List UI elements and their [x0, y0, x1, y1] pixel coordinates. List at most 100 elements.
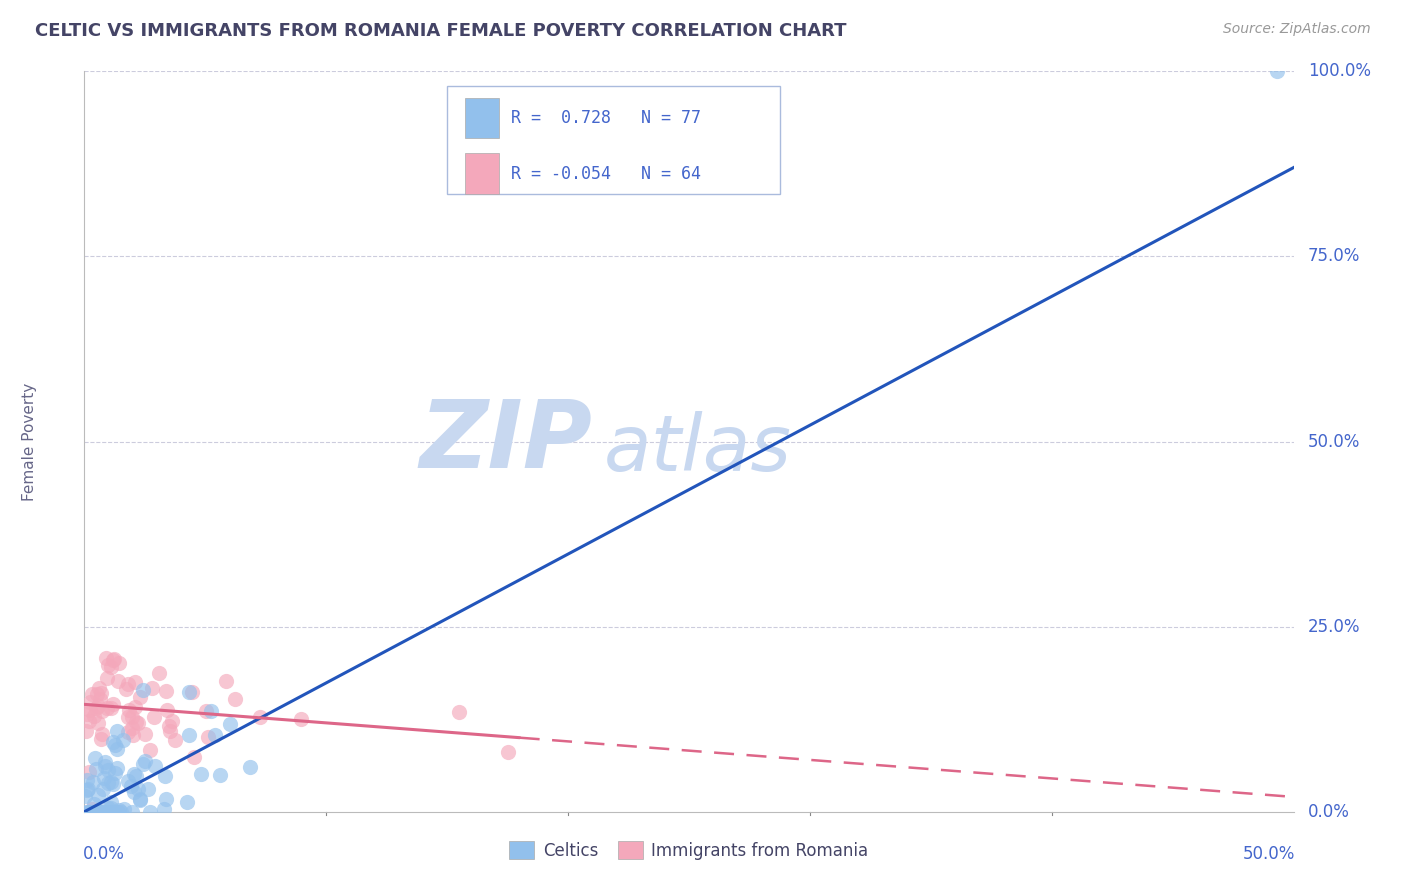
- Point: [87, 788, 110, 802]
- Point: [125, 715, 148, 730]
- Point: [79, 805, 101, 819]
- Text: R =  0.728   N = 77: R = 0.728 N = 77: [512, 109, 702, 127]
- Point: [83, 708, 105, 723]
- Point: [79, 805, 101, 819]
- Point: [100, 801, 122, 815]
- Text: atlas: atlas: [605, 411, 792, 487]
- Point: [107, 673, 129, 688]
- Point: [112, 732, 135, 747]
- Text: 25.0%: 25.0%: [1308, 617, 1361, 636]
- Bar: [465, 97, 499, 138]
- Point: [141, 681, 163, 695]
- Point: [93, 756, 115, 770]
- Point: [91, 705, 114, 719]
- Point: [97, 776, 120, 790]
- Point: [84, 805, 107, 819]
- Point: [79, 695, 101, 709]
- Point: [91, 726, 114, 740]
- Point: [160, 714, 183, 728]
- Point: [177, 728, 200, 742]
- Point: [190, 767, 212, 781]
- Point: [96, 701, 118, 715]
- Point: [143, 758, 166, 772]
- Point: [87, 805, 110, 819]
- Text: 50.0%: 50.0%: [1243, 845, 1295, 863]
- Point: [94, 651, 117, 665]
- Point: [1265, 64, 1288, 78]
- Point: [249, 710, 271, 724]
- Point: [224, 692, 246, 706]
- Point: [97, 764, 120, 778]
- Point: [157, 719, 180, 733]
- Point: [183, 750, 205, 764]
- Point: [117, 725, 139, 739]
- Point: [108, 803, 131, 817]
- Point: [101, 805, 124, 819]
- Point: [98, 805, 121, 819]
- Point: [103, 738, 125, 752]
- Point: [142, 710, 165, 724]
- Point: [121, 709, 143, 723]
- Text: 75.0%: 75.0%: [1308, 247, 1361, 266]
- Point: [108, 656, 131, 670]
- Point: [94, 759, 117, 773]
- Point: [84, 762, 107, 776]
- Point: [181, 685, 204, 699]
- Point: [155, 684, 177, 698]
- Point: [239, 760, 262, 774]
- Point: [155, 792, 177, 806]
- Point: [84, 701, 107, 715]
- Point: [87, 715, 110, 730]
- Point: [121, 805, 143, 819]
- Point: [127, 782, 149, 797]
- Point: [176, 795, 198, 809]
- Point: [208, 768, 231, 782]
- Point: [129, 792, 152, 806]
- Point: [87, 698, 110, 713]
- Point: [97, 805, 120, 819]
- Point: [107, 805, 129, 819]
- Point: [83, 797, 105, 812]
- Point: [93, 805, 115, 819]
- Text: 50.0%: 50.0%: [1308, 433, 1361, 450]
- Point: [139, 743, 162, 757]
- Text: Female Poverty: Female Poverty: [22, 383, 38, 500]
- FancyBboxPatch shape: [447, 87, 780, 194]
- Point: [165, 732, 187, 747]
- Point: [117, 710, 139, 724]
- Point: [100, 795, 122, 809]
- Point: [90, 805, 112, 819]
- Point: [90, 732, 112, 747]
- Point: [132, 682, 155, 697]
- Point: [120, 779, 142, 793]
- Text: R = -0.054   N = 64: R = -0.054 N = 64: [512, 164, 702, 183]
- Point: [86, 687, 108, 701]
- Point: [134, 754, 156, 768]
- Point: [79, 714, 101, 729]
- Text: 0.0%: 0.0%: [1308, 803, 1350, 821]
- Point: [128, 793, 150, 807]
- Point: [97, 658, 120, 673]
- Bar: [465, 153, 499, 194]
- Point: [194, 704, 217, 718]
- Point: [76, 707, 98, 722]
- Point: [73, 805, 96, 819]
- Text: CELTIC VS IMMIGRANTS FROM ROMANIA FEMALE POVERTY CORRELATION CHART: CELTIC VS IMMIGRANTS FROM ROMANIA FEMALE…: [35, 22, 846, 40]
- Point: [100, 660, 122, 674]
- Point: [290, 712, 312, 726]
- Point: [79, 703, 101, 717]
- Point: [87, 681, 110, 695]
- Point: [104, 766, 127, 780]
- Point: [89, 805, 111, 819]
- Point: [101, 697, 124, 711]
- Point: [152, 802, 174, 816]
- Point: [124, 700, 146, 714]
- Text: ZIP: ZIP: [419, 395, 592, 488]
- Point: [93, 771, 115, 785]
- Point: [100, 774, 122, 789]
- Point: [177, 685, 200, 699]
- Point: [101, 777, 124, 791]
- Point: [136, 782, 159, 797]
- Point: [76, 772, 98, 787]
- Point: [100, 805, 122, 819]
